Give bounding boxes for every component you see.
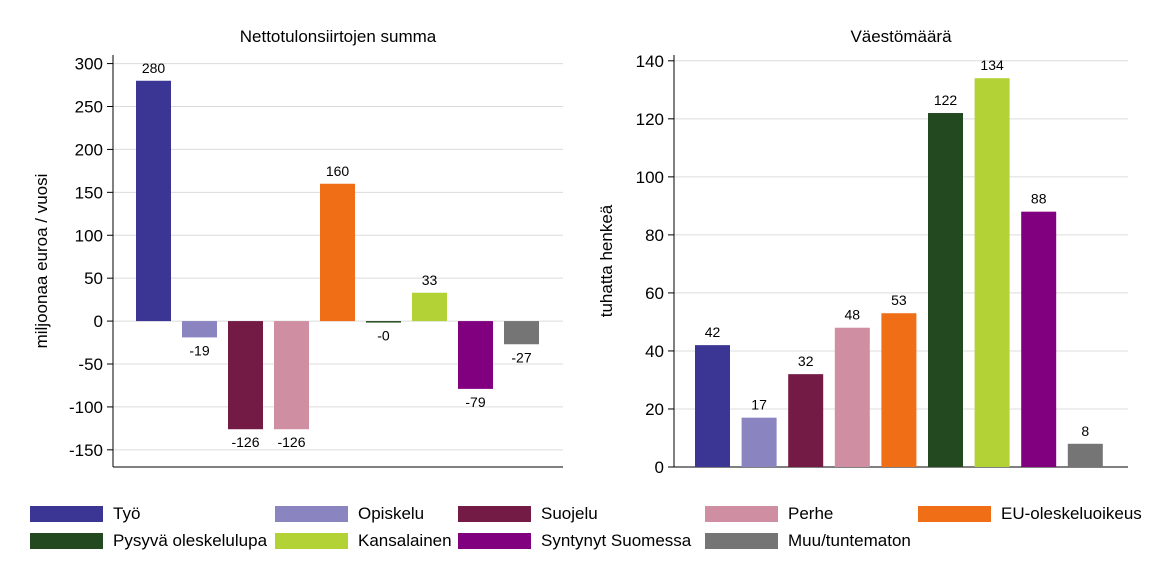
y-tick-label: 60	[645, 284, 664, 303]
data-label: 53	[891, 292, 907, 308]
y-tick-label: 140	[636, 52, 664, 71]
bar-7	[412, 292, 447, 322]
data-label: 33	[422, 272, 438, 288]
y-tick-label: 40	[645, 342, 664, 361]
y-tick-label: 0	[655, 458, 664, 477]
y-tick-label: 150	[75, 183, 103, 202]
data-label: 17	[751, 397, 767, 413]
bar-6	[928, 113, 963, 467]
data-label: -79	[465, 394, 485, 410]
data-label: 160	[326, 163, 350, 179]
bar-2	[741, 417, 777, 467]
data-label: 88	[1031, 191, 1047, 207]
data-label: 122	[934, 92, 958, 108]
bar-6	[366, 321, 401, 323]
y-tick-label: 120	[636, 110, 664, 129]
bar-9	[1067, 443, 1103, 467]
y-tick-label: -50	[78, 355, 103, 374]
bar-5	[320, 183, 355, 322]
y-tick-label: 80	[645, 226, 664, 245]
y-tick-label: 300	[75, 55, 103, 74]
data-label: 42	[705, 324, 721, 340]
data-label: -27	[511, 349, 531, 365]
data-label: -126	[231, 434, 259, 450]
bar-4	[834, 327, 870, 467]
y-tick-label: 100	[75, 226, 103, 245]
bar-5	[881, 313, 917, 467]
y-tick-label: 100	[636, 168, 664, 187]
y-tick-label: 20	[645, 400, 664, 419]
y-tick-label: 250	[75, 98, 103, 117]
data-label: 280	[142, 60, 166, 76]
bar-7	[974, 78, 1010, 467]
data-label: -0	[377, 328, 390, 344]
chart-title: Väestömäärä	[850, 27, 952, 46]
y-tick-label: -150	[69, 441, 103, 460]
bar-1	[695, 345, 730, 467]
bar-8	[1021, 211, 1057, 467]
data-label: -126	[277, 434, 305, 450]
bar-3	[228, 321, 263, 430]
bar-1	[136, 80, 171, 322]
bar-2	[182, 321, 217, 338]
chart-title: Nettotulonsiirtojen summa	[240, 27, 437, 46]
data-label: 48	[845, 307, 861, 323]
y-axis-label: miljoonaa euroa / vuosi	[32, 174, 51, 349]
bar-9	[504, 321, 539, 345]
y-tick-label: 0	[94, 312, 103, 331]
bar-4	[274, 321, 309, 430]
y-tick-label: 200	[75, 140, 103, 159]
y-tick-label: 50	[84, 269, 103, 288]
data-label: 134	[980, 57, 1004, 73]
bar-3	[788, 374, 824, 467]
y-axis-label: tuhatta henkeä	[597, 204, 616, 317]
data-label: 8	[1081, 423, 1089, 439]
data-label: 32	[798, 353, 814, 369]
data-label: -19	[189, 342, 209, 358]
y-tick-label: -100	[69, 398, 103, 417]
bar-8	[458, 321, 493, 389]
